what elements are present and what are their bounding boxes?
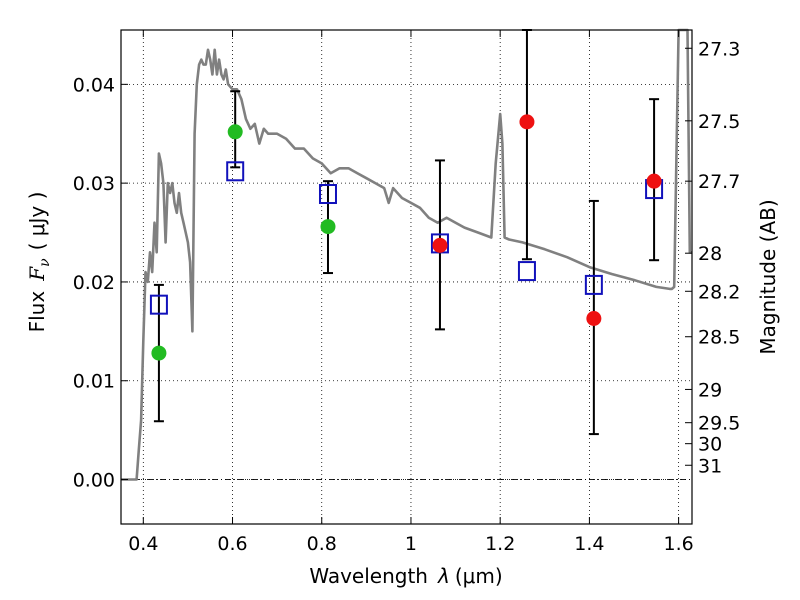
x-axis-label-symbol: λ (437, 564, 450, 588)
model-photometry-square (226, 161, 245, 182)
x-tick-label: 1 (405, 533, 417, 555)
y-axis-label-prefix: Flux (25, 291, 49, 333)
magnitude-tick-label: 28.5 (698, 327, 740, 349)
error-bars (153, 29, 660, 436)
x-axis-label-unit: (μm) (455, 564, 503, 588)
x-axis-ticks: 0.4 0.6 0.8 1 1.2 1.4 1.6 (128, 30, 694, 555)
observed-ir-point (519, 114, 535, 130)
x-tick-label: 0.8 (307, 533, 337, 555)
magnitude-tick-label: 28.2 (698, 281, 740, 303)
y-tick-label: 0.00 (73, 470, 115, 492)
y-axis-label-subscript: ν (37, 258, 53, 267)
model-spectrum-line (121, 28, 692, 481)
magnitude-tick-label: 27.7 (698, 171, 740, 193)
y-axis-label: Flux Fν ( μJy ) (25, 192, 53, 333)
y-tick-label: 0.02 (73, 272, 115, 294)
observed-ir-point (646, 173, 662, 189)
magnitude-tick-label: 27.5 (698, 111, 740, 133)
y-axis-label-symbol: F (25, 266, 49, 282)
x-axis-label: Wavelength λ (μm) (309, 564, 502, 588)
magnitude-tick-label: 30 (698, 434, 722, 456)
observed-optical-point (320, 219, 336, 235)
observed-optical-point (151, 345, 167, 361)
x-tick-label: 0.6 (217, 533, 247, 555)
plot-frame (120, 29, 693, 525)
y-axis-label-unit: ( μJy ) (25, 192, 49, 251)
plot-background (121, 30, 692, 524)
y-tick-label: 0.03 (73, 173, 115, 195)
y-tick-label: 0.04 (73, 74, 115, 96)
magnitude-axis-label: Magnitude (AB) (756, 199, 780, 354)
y-axis-ticks: 0.00 0.01 0.02 0.03 0.04 (73, 74, 128, 492)
model-photometry-square (318, 184, 337, 205)
magnitude-tick-label: 31 (698, 455, 722, 477)
x-axis-label-prefix: Wavelength (309, 564, 428, 588)
observed-points (151, 114, 662, 361)
model-photometry-square (517, 261, 536, 282)
model-photometry-square (584, 274, 603, 295)
x-tick-label: 1.4 (574, 533, 604, 555)
magnitude-tick-label: 27.3 (698, 38, 740, 60)
x-tick-label: 1.2 (485, 533, 515, 555)
x-tick-label: 1.6 (664, 533, 694, 555)
model-photometry-markers (149, 161, 664, 315)
magnitude-tick-label: 29.5 (698, 413, 740, 435)
observed-ir-point (432, 237, 448, 253)
magnitude-tick-label: 28 (698, 243, 722, 265)
x-tick-label: 0.4 (128, 533, 158, 555)
model-photometry-square (149, 294, 168, 315)
observed-optical-point (227, 124, 243, 140)
observed-ir-point (586, 310, 602, 326)
magnitude-tick-label: 29 (698, 379, 722, 401)
y-tick-label: 0.01 (73, 371, 115, 393)
